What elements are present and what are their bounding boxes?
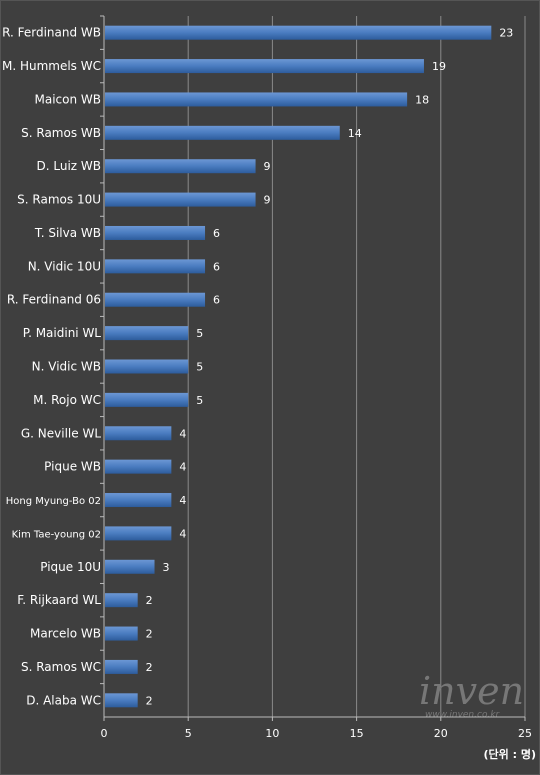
category-label: Pique 10U [40,560,101,574]
value-label: 5 [196,327,203,340]
bar [105,426,172,441]
bar [105,59,424,74]
value-label: 5 [196,394,203,407]
bar [105,392,189,407]
category-label: S. Ramos WB [21,126,101,140]
category-label: N. Vidic WB [32,360,101,374]
bar [105,559,155,574]
x-tick-label: 5 [185,727,192,740]
value-label: 4 [179,527,186,540]
bar [105,259,206,274]
bar [105,192,256,207]
unit-label: (단위 : 명) [484,747,536,761]
value-label: 9 [264,194,271,207]
bar [105,493,172,508]
value-label: 6 [213,260,220,273]
value-label: 4 [179,494,186,507]
value-label: 19 [432,60,446,73]
category-label: D. Luiz WB [37,159,102,173]
category-label: N. Vidic 10U [28,259,101,273]
value-label: 2 [146,661,153,674]
value-label: 4 [179,461,186,474]
category-label: R. Ferdinand 06 [7,293,101,307]
bar [105,25,492,40]
value-label: 14 [348,127,362,140]
value-label: 6 [213,294,220,307]
value-label: 3 [163,561,170,574]
value-label: 2 [146,594,153,607]
watermark-logo: inven [419,669,524,713]
category-label: F. Rijkaard WL [17,593,101,607]
x-tick-label: 20 [434,727,448,740]
value-label: 5 [196,361,203,374]
category-label: Hong Myung-Bo 02 [6,496,101,507]
bar [105,225,206,240]
category-label: G. Neville WL [21,426,101,440]
bar [105,659,138,674]
category-label: M. Rojo WC [33,393,101,407]
category-label: S. Ramos WC [21,660,101,674]
value-label: 6 [213,227,220,240]
gridlines [187,16,526,717]
x-tick-label: 10 [265,727,279,740]
category-label: T. Silva WB [34,226,101,240]
category-label: Kim Tae-young 02 [12,529,101,540]
value-label: 23 [499,27,513,40]
category-label: S. Ramos 10U [17,193,101,207]
category-label: Maicon WB [35,92,102,106]
bar [105,159,256,174]
bar [105,526,172,541]
bar [105,92,408,107]
category-label: Marcelo WB [30,627,101,641]
x-tick-label: 25 [518,727,532,740]
bar [105,693,138,708]
watermark-url: www.inven.co.kr [425,710,501,720]
x-tick-label: 0 [101,727,108,740]
bar [105,593,138,608]
category-label: M. Hummels WC [2,59,101,73]
value-label: 4 [179,427,186,440]
value-label: 9 [264,160,271,173]
category-label: D. Alaba WC [26,693,101,707]
category-label: R. Ferdinand WB [2,26,101,40]
bar [105,125,340,140]
bar [105,626,138,641]
bar [105,459,172,474]
value-label: 2 [146,694,153,707]
value-label: 18 [415,93,429,106]
bar [105,359,189,374]
value-label: 2 [146,628,153,641]
category-label: Pique WB [44,460,101,474]
x-axis: 0 5 10 15 20 25 [100,15,532,740]
bar [105,292,206,307]
x-tick-label: 15 [350,727,364,740]
watermark: inven www.inven.co.kr [419,669,524,720]
bar [105,326,189,341]
category-label: P. Maidini WL [23,326,102,340]
